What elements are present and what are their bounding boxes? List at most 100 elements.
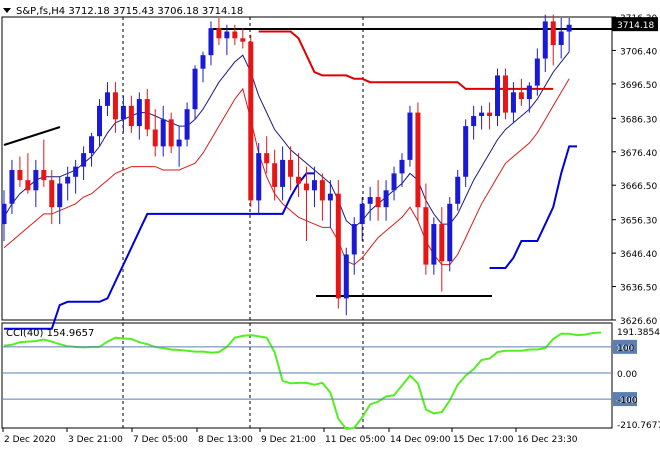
- candle: [399, 153, 405, 187]
- candle: [17, 156, 23, 187]
- candle-body: [518, 92, 524, 100]
- candle-body: [200, 55, 206, 69]
- candle-body: [383, 190, 389, 208]
- candle: [288, 146, 294, 191]
- price-tick-label: 3706.40: [620, 47, 657, 57]
- candle: [439, 207, 445, 292]
- trailing-stop-up-line: [489, 145, 578, 269]
- candle: [160, 105, 166, 157]
- candle: [240, 28, 246, 49]
- candle: [1, 190, 7, 241]
- upper-band-line: [3, 51, 570, 229]
- symbol-header: S&P,fs,H4 3712.18 3715.43 3706.18 3714.1…: [16, 6, 243, 17]
- candle: [311, 166, 317, 208]
- candle: [383, 180, 389, 221]
- cci-level-box-label: 100: [616, 344, 633, 354]
- candle: [327, 180, 333, 228]
- candle: [351, 217, 357, 275]
- candle: [200, 51, 206, 83]
- candle-body: [351, 224, 357, 255]
- candle-body: [112, 92, 118, 120]
- candle: [9, 159, 15, 214]
- candle-body: [33, 170, 39, 191]
- candle-body: [224, 31, 230, 39]
- candle: [423, 183, 429, 275]
- cci-panel-border: [1, 322, 613, 429]
- candle-body: [192, 68, 198, 110]
- candle: [112, 82, 118, 133]
- candle: [73, 159, 79, 194]
- candle-body: [256, 153, 262, 201]
- candle: [184, 102, 190, 147]
- candle-body: [367, 197, 373, 204]
- candle: [558, 18, 564, 59]
- trailing-stop-up-line: [4, 172, 315, 330]
- candle-body: [136, 99, 142, 127]
- candle-body: [487, 112, 493, 116]
- price-tick-label: 3656.30: [620, 217, 657, 227]
- candle-body: [280, 159, 286, 187]
- price-tick-label: 3636.50: [620, 284, 657, 294]
- price-tick-label: 3626.60: [620, 317, 657, 327]
- triangle-down-icon[interactable]: [3, 8, 11, 13]
- candle: [192, 65, 198, 120]
- candle-body: [208, 28, 214, 56]
- candle: [375, 180, 381, 221]
- candle: [176, 126, 182, 167]
- candle-body: [97, 105, 103, 137]
- candle-body: [439, 224, 445, 262]
- candle: [264, 136, 270, 174]
- price-tick-label: 3686.30: [620, 115, 657, 125]
- candle: [391, 166, 397, 201]
- candle: [25, 153, 31, 194]
- candle: [208, 21, 214, 66]
- candle-body: [73, 166, 79, 177]
- candle: [232, 24, 238, 46]
- candle-body: [375, 197, 381, 208]
- candle: [128, 95, 134, 133]
- candle: [431, 217, 437, 275]
- candle-body: [65, 176, 71, 184]
- candle-body: [128, 105, 134, 127]
- candle-body: [471, 115, 477, 127]
- cci-label: CCI(40) 154.9657: [6, 328, 94, 339]
- cci-tick-label: 100: [617, 344, 634, 354]
- candle: [81, 146, 87, 181]
- candle-body: [120, 105, 126, 120]
- candle: [33, 159, 39, 208]
- candle: [487, 102, 493, 130]
- candle: [256, 142, 262, 214]
- candle: [566, 18, 572, 52]
- candle: [97, 99, 103, 147]
- candle-body: [391, 173, 397, 191]
- candle: [280, 146, 286, 201]
- trend-line: [3, 126, 61, 146]
- candle-body: [81, 153, 87, 167]
- candle-body: [17, 170, 23, 181]
- candle-body: [104, 92, 110, 106]
- cci-level-box-label: -100: [616, 396, 637, 406]
- candle: [216, 18, 222, 46]
- candle-body: [1, 203, 7, 225]
- time-tick-label: 15 Dec 17:00: [453, 435, 514, 445]
- candle: [367, 186, 373, 221]
- candle-body: [168, 119, 174, 147]
- time-tick-label: 11 Dec 05:00: [325, 435, 386, 445]
- candle-body: [534, 58, 540, 86]
- candle: [479, 105, 485, 130]
- candle-body: [25, 180, 31, 191]
- axes: 3716.303706.403696.503686.303676.403666.…: [2, 14, 660, 445]
- candle-body: [335, 193, 341, 299]
- chart-frame: [1, 16, 613, 429]
- candle-body: [296, 176, 302, 184]
- candle-body: [327, 193, 333, 201]
- candle-body: [240, 38, 246, 42]
- candle-body: [463, 126, 469, 177]
- candle-body: [49, 180, 55, 208]
- time-tick-label: 8 Dec 13:00: [198, 435, 253, 445]
- candle: [502, 68, 508, 120]
- candle-body: [89, 136, 95, 154]
- candle-body: [176, 139, 182, 147]
- candle: [49, 170, 55, 225]
- lower-band-line: [3, 78, 570, 266]
